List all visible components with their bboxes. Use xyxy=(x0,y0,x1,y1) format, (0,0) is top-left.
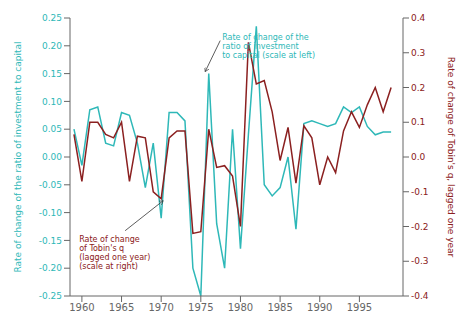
svg-text:0.0: 0.0 xyxy=(411,152,426,162)
svg-text:0.20: 0.20 xyxy=(42,41,62,51)
svg-text:0.25: 0.25 xyxy=(42,13,62,23)
svg-text:-0.2: -0.2 xyxy=(411,222,429,232)
svg-text:-0.05: -0.05 xyxy=(39,180,62,190)
svg-text:-0.25: -0.25 xyxy=(39,291,62,301)
svg-text:1985: 1985 xyxy=(267,302,292,313)
svg-text:-0.1: -0.1 xyxy=(411,187,429,197)
svg-text:1995: 1995 xyxy=(347,302,372,313)
svg-text:-0.3: -0.3 xyxy=(411,256,429,266)
svg-text:1980: 1980 xyxy=(228,302,253,313)
svg-text:Rate of change of the ratio of: Rate of change of the ratio of investmen… xyxy=(13,41,23,272)
svg-text:1990: 1990 xyxy=(307,302,332,313)
svg-text:0.4: 0.4 xyxy=(411,13,426,23)
svg-text:0.10: 0.10 xyxy=(42,97,62,107)
svg-text:0.3: 0.3 xyxy=(411,48,425,58)
svg-text:1965: 1965 xyxy=(109,302,134,313)
svg-text:0.2: 0.2 xyxy=(411,83,425,93)
svg-text:0.00: 0.00 xyxy=(42,152,62,162)
svg-text:0.05: 0.05 xyxy=(42,124,62,134)
svg-text:Rate of change of theratio of: Rate of change of theratio of investment… xyxy=(222,33,315,60)
svg-text:-0.10: -0.10 xyxy=(39,208,63,218)
svg-text:Rate of changeof Tobin's q(lag: Rate of changeof Tobin's q(lagged one ye… xyxy=(79,235,150,271)
svg-text:1975: 1975 xyxy=(188,302,213,313)
svg-text:-0.4: -0.4 xyxy=(411,291,429,301)
svg-text:Rate of change of Tobin's q, l: Rate of change of Tobin's q, lagged one … xyxy=(446,57,456,258)
svg-text:1960: 1960 xyxy=(69,302,94,313)
svg-text:-0.20: -0.20 xyxy=(39,263,63,273)
svg-text:0.1: 0.1 xyxy=(411,117,425,127)
svg-text:-0.15: -0.15 xyxy=(39,236,62,246)
svg-text:0.15: 0.15 xyxy=(42,69,62,79)
svg-text:1970: 1970 xyxy=(148,302,173,313)
